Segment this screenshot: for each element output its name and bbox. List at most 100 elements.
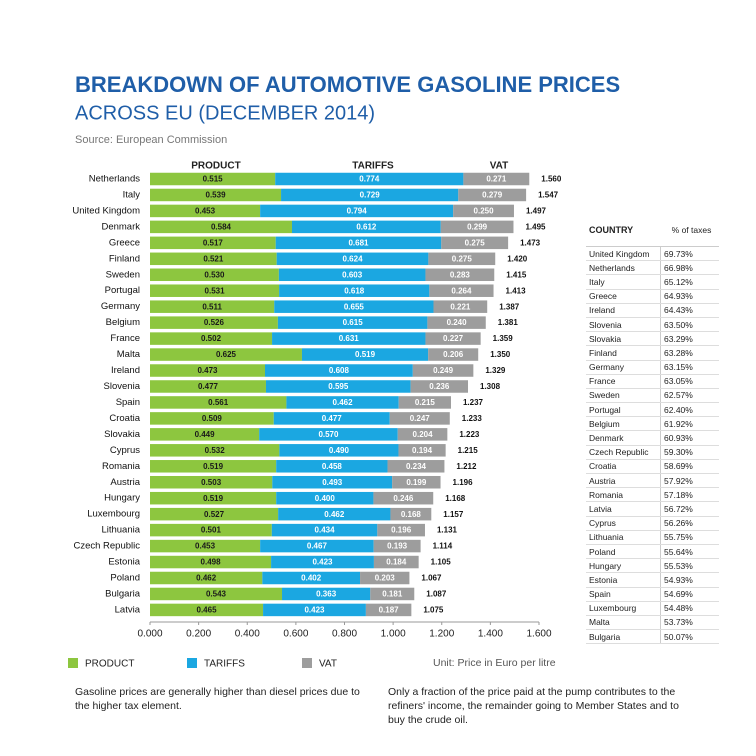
bar-segment xyxy=(440,220,514,234)
total-label: 1.359 xyxy=(493,334,514,343)
bar-segment xyxy=(291,220,441,234)
data-label: 0.655 xyxy=(344,302,365,311)
data-label: 0.467 xyxy=(307,542,328,551)
data-label: 0.561 xyxy=(208,398,229,407)
data-label: 0.729 xyxy=(360,191,381,200)
bar-segment xyxy=(150,204,261,218)
table-cell: Ireland xyxy=(586,303,661,317)
y-tick-label: Cyprus xyxy=(110,445,140,456)
data-label: 0.493 xyxy=(322,478,343,487)
bar-segment xyxy=(276,252,429,266)
data-label: 0.608 xyxy=(329,366,350,375)
data-label: 0.515 xyxy=(203,175,224,184)
bar-segment xyxy=(392,475,441,489)
total-label: 1.114 xyxy=(433,542,453,551)
bar-segment xyxy=(458,188,527,202)
table-cell: Estonia xyxy=(586,573,661,587)
y-tick-label: Poland xyxy=(110,573,140,584)
table-cell: 66.98% xyxy=(664,262,693,273)
data-label: 0.453 xyxy=(195,542,216,551)
table-cell: 56.26% xyxy=(664,518,693,529)
data-label: 0.250 xyxy=(474,207,495,216)
table-cell: 57.92% xyxy=(664,475,693,486)
bar-segment xyxy=(433,300,488,313)
table-cell: 56.72% xyxy=(664,503,693,514)
data-label: 0.458 xyxy=(322,462,343,471)
data-label: 0.423 xyxy=(312,558,333,567)
bar-segment xyxy=(373,539,421,553)
bar-segment xyxy=(150,507,279,521)
data-label: 0.539 xyxy=(206,191,227,200)
total-label: 1.237 xyxy=(463,398,484,407)
total-label: 1.212 xyxy=(456,462,477,471)
y-tick-label: Germany xyxy=(101,301,140,312)
total-label: 1.087 xyxy=(426,590,447,599)
total-label: 1.075 xyxy=(423,606,444,615)
table-row: Luxembourg 54.48% xyxy=(586,601,719,616)
table-cell: 54.69% xyxy=(664,589,693,600)
data-label: 0.275 xyxy=(465,238,486,247)
total-label: 1.157 xyxy=(443,510,464,519)
bar-segment xyxy=(425,268,495,282)
bar-segment xyxy=(150,236,276,250)
legend-label: TARIFFS xyxy=(204,659,245,670)
table-cell: 64.93% xyxy=(664,291,693,302)
bar-segment xyxy=(425,332,481,345)
data-label: 0.477 xyxy=(198,382,219,391)
bar-segment xyxy=(150,364,265,377)
bar-segment xyxy=(398,396,451,409)
data-label: 0.462 xyxy=(196,574,217,583)
table-row: Estonia 54.93% xyxy=(586,573,719,588)
y-tick-label: Lithuania xyxy=(101,525,140,536)
table-cell: 62.40% xyxy=(664,404,693,415)
bar-segment xyxy=(150,316,278,329)
table-cell: 63.05% xyxy=(664,376,693,387)
bar-segment xyxy=(278,268,426,282)
bar-segment xyxy=(282,587,371,601)
table-cell: 54.93% xyxy=(664,574,693,585)
bar-segment xyxy=(373,555,419,569)
table-cell: 55.53% xyxy=(664,560,693,571)
table-cell: Portugal xyxy=(586,403,661,417)
legend-swatch xyxy=(302,658,312,668)
table-row: Netherlands 66.98% xyxy=(586,261,719,276)
data-label: 0.194 xyxy=(412,446,433,455)
bar-segment xyxy=(273,412,390,425)
bar-segment xyxy=(365,603,412,617)
table-row: Cyprus 56.26% xyxy=(586,516,719,531)
data-label: 0.502 xyxy=(201,334,222,343)
bar-segment xyxy=(150,412,274,425)
table-cell: Sweden xyxy=(586,388,661,403)
data-label: 0.531 xyxy=(205,286,226,295)
bar-segment xyxy=(301,348,429,361)
data-label: 0.279 xyxy=(482,191,503,200)
y-tick-label: Netherlands xyxy=(89,174,140,185)
data-label: 0.449 xyxy=(195,430,216,439)
total-label: 1.131 xyxy=(437,526,458,535)
bar-segment xyxy=(410,380,469,393)
y-tick-label: Latvia xyxy=(115,604,141,615)
table-cell: Romania xyxy=(586,488,661,502)
bar-segment xyxy=(271,555,374,569)
bar-segment xyxy=(279,284,430,297)
table-cell: Croatia xyxy=(586,459,661,473)
source: Source: European Commission xyxy=(75,134,227,146)
bar-segment xyxy=(360,571,410,585)
table-cell: Spain xyxy=(586,587,661,601)
data-label: 0.193 xyxy=(387,542,408,551)
data-label: 0.517 xyxy=(203,238,224,247)
bar-segment xyxy=(150,491,277,505)
bar-segment xyxy=(150,571,263,585)
data-label: 0.584 xyxy=(211,222,232,231)
data-label: 0.363 xyxy=(316,590,337,599)
table-cell: 62.57% xyxy=(664,390,693,401)
bar-segment xyxy=(377,523,425,537)
table-row: Slovenia 63.50% xyxy=(586,317,719,333)
bar-segment xyxy=(150,475,273,489)
data-label: 0.603 xyxy=(342,270,363,279)
y-tick-label: Bulgaria xyxy=(105,588,141,599)
table-cell: Denmark xyxy=(586,431,661,445)
data-label: 0.595 xyxy=(328,382,349,391)
tax-table: COUNTRY% of taxes United Kingdom 69.73% Net… xyxy=(586,214,719,645)
total-label: 1.168 xyxy=(445,494,466,503)
